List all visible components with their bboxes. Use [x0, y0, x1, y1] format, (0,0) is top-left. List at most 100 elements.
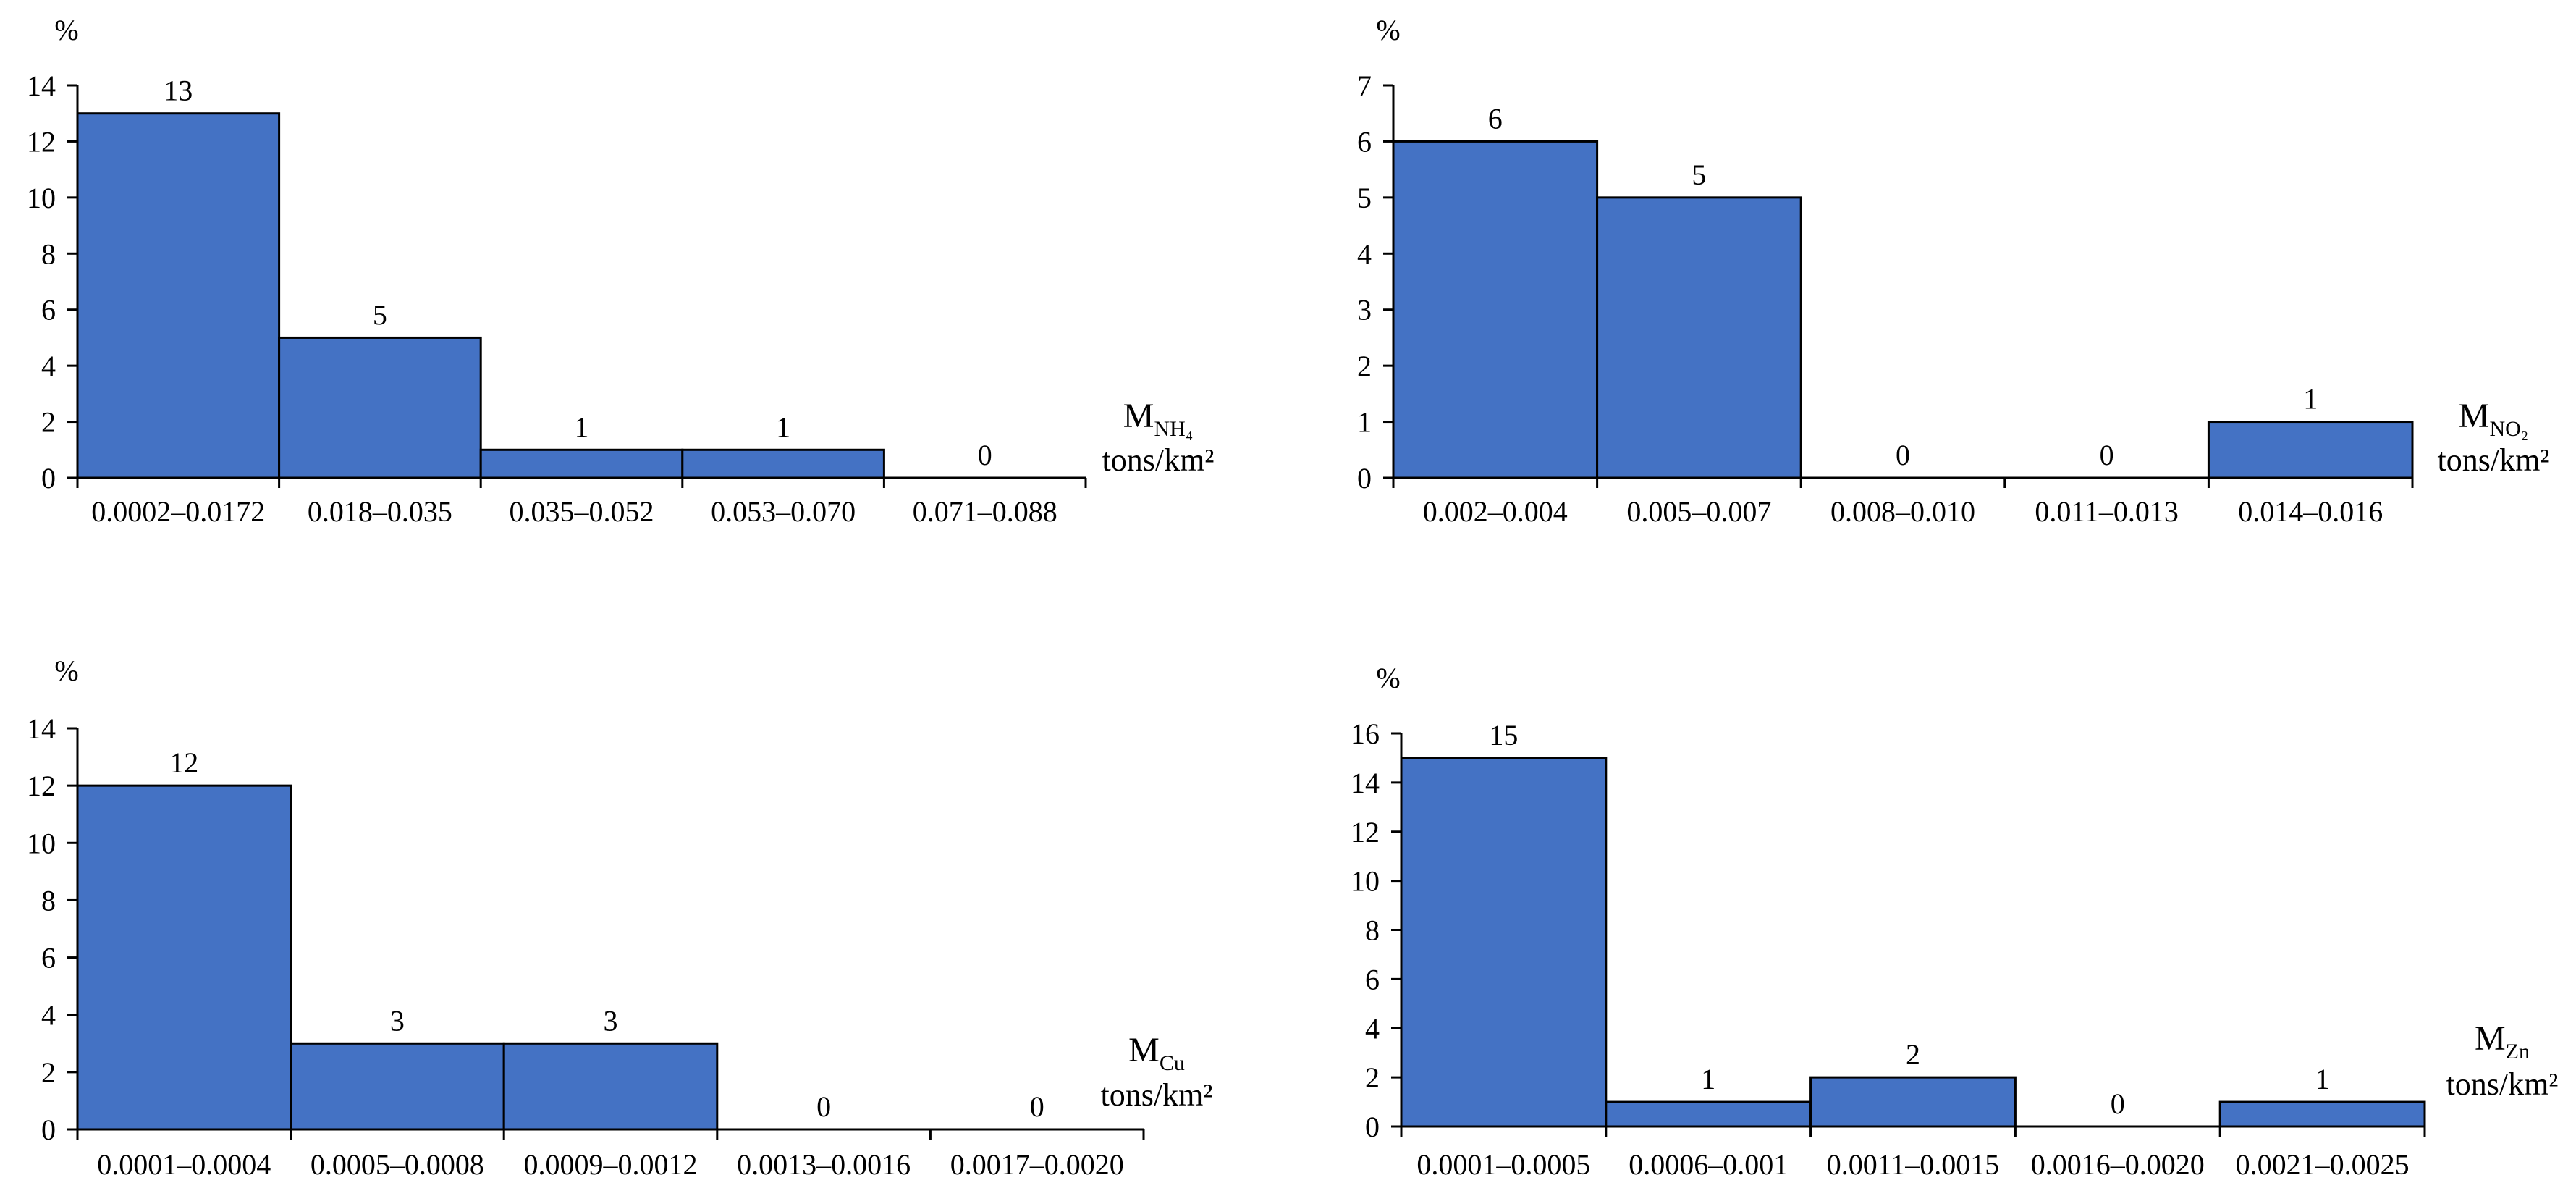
x-tick-label: 0.035–0.052 — [510, 495, 654, 528]
x-tick-label: 0.0001–0.0004 — [97, 1148, 271, 1181]
chart-panel-3: 12 0.0001–0.0004 3 0.0005–0.0008 3 0.0009–0.0… — [27, 654, 1213, 1181]
chart-panel-4: 15 0.0001–0.0005 1 0.0006–0.001 2 0.0011–0.00… — [1351, 662, 2559, 1181]
y-axis-title: % — [54, 14, 78, 46]
y-tick-label: 2 — [1357, 350, 1372, 382]
x-tick-label: 0.011–0.013 — [2035, 495, 2179, 528]
x-tick-label: 0.0002–0.0172 — [91, 495, 265, 528]
x-axis-unit: tons/km² — [2446, 1066, 2559, 1102]
y-tick-label: 2 — [1365, 1061, 1380, 1094]
x-axis-title: MNH₄ — [1123, 397, 1193, 441]
bar — [1596, 196, 1802, 479]
x-tick-label: 0.002–0.004 — [1423, 495, 1568, 528]
data-label: 0 — [978, 439, 992, 471]
data-label: 1 — [575, 410, 589, 443]
y-tick-label: 0 — [41, 462, 56, 494]
x-axis-title: MNO₂ — [2459, 397, 2528, 441]
x-tick-label: 0.0001–0.0005 — [1416, 1148, 1590, 1181]
y-tick-label: 10 — [1351, 865, 1380, 898]
x-tick-label: 0.0021–0.0025 — [2236, 1148, 2410, 1181]
x-axis-title: MCu — [1128, 1031, 1185, 1075]
y-tick-label: 0 — [1357, 462, 1372, 494]
x-tick-label: 0.0016–0.0020 — [2031, 1148, 2205, 1181]
y-tick-label: 6 — [41, 942, 56, 974]
bar — [76, 112, 281, 479]
chart-panel-2: 6 0.002–0.004 5 0.005–0.007 0 0.008–0.010 0 0.0… — [1357, 14, 2550, 528]
data-label: 0 — [2111, 1087, 2125, 1120]
data-label: 3 — [604, 1004, 618, 1037]
y-axis-title: % — [1376, 14, 1400, 46]
y-tick-label: 8 — [1365, 914, 1380, 947]
y-tick-label: 12 — [27, 770, 56, 802]
x-axis-title-subscript: NH₄ — [1154, 417, 1193, 441]
y-tick-label: 2 — [41, 1056, 56, 1089]
y-tick-label: 0 — [1365, 1111, 1380, 1143]
y-tick-label: 4 — [1357, 237, 1372, 270]
data-label: 12 — [169, 746, 198, 779]
bar — [1400, 757, 1608, 1128]
data-label: 1 — [2315, 1063, 2330, 1095]
x-axis-title-symbol: M — [2459, 397, 2490, 435]
data-label: 0 — [2100, 439, 2114, 471]
y-tick-label: 14 — [1351, 767, 1380, 799]
bar — [76, 784, 292, 1131]
y-tick-label: 6 — [1365, 963, 1380, 995]
data-label: 1 — [2303, 383, 2318, 416]
bar — [1392, 140, 1599, 479]
y-tick-label: 4 — [1365, 1012, 1380, 1045]
x-tick-label: 0.018–0.035 — [308, 495, 452, 528]
bar — [1605, 1100, 1812, 1128]
x-tick-label: 0.014–0.016 — [2238, 495, 2383, 528]
y-tick-label: 6 — [41, 294, 56, 327]
bar — [502, 1042, 719, 1131]
y-tick-label: 12 — [27, 125, 56, 158]
x-tick-label: 0.0006–0.001 — [1629, 1148, 1788, 1181]
y-tick-label: 8 — [41, 237, 56, 270]
y-tick-label: 14 — [27, 70, 56, 102]
y-tick-label: 12 — [1351, 816, 1380, 848]
data-label: 0 — [1030, 1090, 1044, 1123]
data-label: 3 — [390, 1004, 405, 1037]
x-axis-title-subscript: Zn — [2506, 1040, 2530, 1064]
y-tick-label: 1 — [1357, 406, 1372, 439]
bar — [479, 448, 684, 479]
x-tick-label: 0.0013–0.0016 — [737, 1148, 911, 1181]
x-axis-title-subscript: NO₂ — [2489, 417, 2528, 441]
bar — [290, 1042, 505, 1131]
y-tick-label: 4 — [41, 999, 56, 1032]
y-tick-label: 10 — [27, 182, 56, 214]
y-tick-label: 6 — [1357, 125, 1372, 158]
x-axis-unit: tons/km² — [1101, 1077, 1213, 1113]
y-tick-label: 7 — [1357, 70, 1372, 102]
bar — [1809, 1076, 2017, 1128]
bar — [2218, 1100, 2426, 1128]
data-label: 13 — [164, 75, 193, 107]
x-tick-label: 0.071–0.088 — [913, 495, 1057, 528]
data-label: 6 — [1488, 102, 1503, 135]
x-axis-unit: tons/km² — [1102, 442, 1215, 478]
x-axis-title: MZn — [2475, 1019, 2530, 1064]
y-tick-label: 5 — [1357, 182, 1372, 214]
x-axis-title-subscript: Cu — [1160, 1051, 1185, 1075]
x-tick-label: 0.0005–0.0008 — [311, 1148, 484, 1181]
y-tick-label: 0 — [41, 1113, 56, 1146]
data-label: 1 — [776, 410, 790, 443]
data-label: 0 — [1896, 439, 1910, 471]
x-tick-label: 0.008–0.010 — [1830, 495, 1975, 528]
y-tick-label: 2 — [41, 406, 56, 439]
x-axis-title-symbol: M — [2475, 1019, 2506, 1058]
x-axis-title-symbol: M — [1128, 1031, 1160, 1069]
x-tick-label: 0.053–0.070 — [711, 495, 856, 528]
chart-panel-1: 13 0.0002–0.0172 5 0.018–0.035 1 0.035–0.052 1… — [27, 14, 1215, 528]
data-label: 0 — [816, 1090, 831, 1123]
y-tick-label: 8 — [41, 884, 56, 917]
bar — [681, 448, 885, 479]
x-tick-label: 0.0011–0.0015 — [1827, 1148, 2000, 1181]
y-tick-label: 10 — [27, 827, 56, 859]
y-tick-label: 3 — [1357, 294, 1372, 327]
y-axis-title: % — [54, 654, 78, 687]
data-label: 2 — [1906, 1038, 1920, 1071]
x-axis-title-symbol: M — [1123, 397, 1154, 435]
y-axis-title: % — [1376, 662, 1400, 694]
y-tick-label: 4 — [41, 350, 56, 382]
